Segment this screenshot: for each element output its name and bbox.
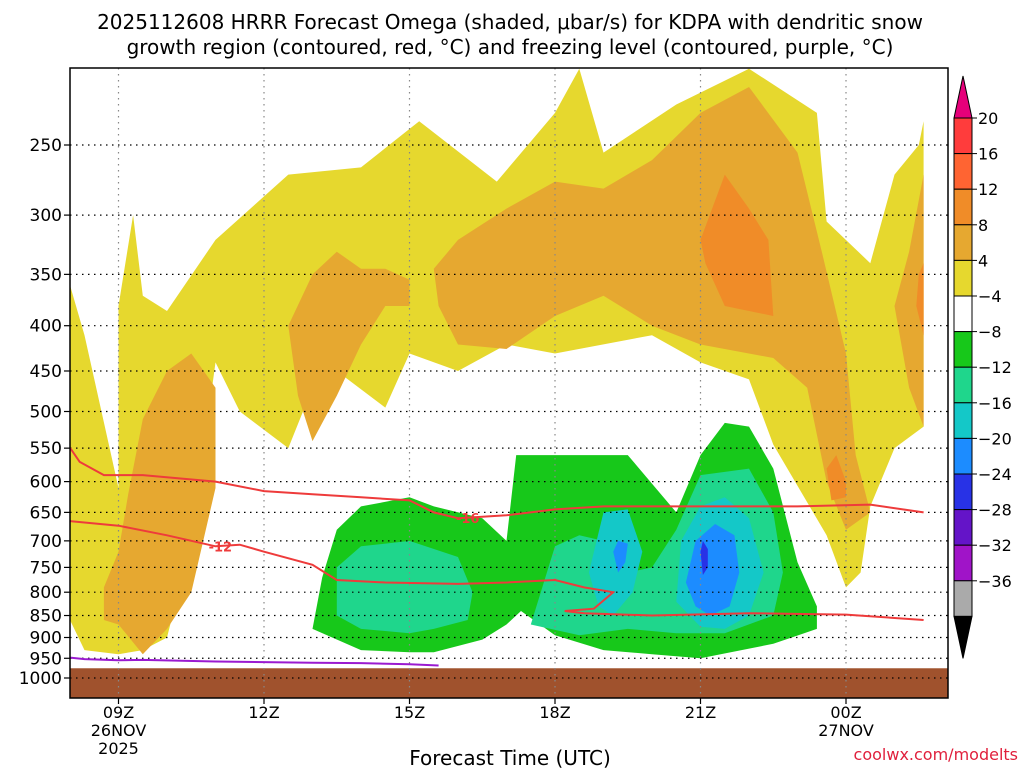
y-tick-label-250: 250 xyxy=(30,136,62,156)
colorbar-label-4: 4 xyxy=(978,251,988,270)
x-tick-label-09Z: 09Z xyxy=(103,703,134,722)
colorbar-label-1: 16 xyxy=(978,145,998,164)
colorbar-label-6: −8 xyxy=(978,323,1002,342)
x-tick-label-12Z: 12Z xyxy=(248,703,279,722)
y-tick-label-800: 800 xyxy=(30,583,62,603)
y-tick-label-350: 350 xyxy=(30,265,62,285)
red-contour-0 xyxy=(70,445,924,520)
colorbar-swatch-6 xyxy=(953,331,973,368)
y-tick-label-300: 300 xyxy=(30,206,62,226)
colorbar-swatch-4 xyxy=(953,259,973,297)
ground-fill xyxy=(70,668,948,698)
omega-region-13 xyxy=(613,540,628,573)
colorbar-swatch-5 xyxy=(953,295,973,333)
y-tick-label-750: 750 xyxy=(30,558,62,578)
red-contour-label-1: -12 xyxy=(209,540,233,555)
temperature-contours: -16 -12 xyxy=(70,445,924,667)
colorbar-label-0: 20 xyxy=(978,109,998,128)
colorbar-label-11: −28 xyxy=(978,501,1012,520)
y-tick-label-400: 400 xyxy=(30,317,62,337)
colorbar-swatch-1 xyxy=(953,153,973,190)
colorbar-label-5: −4 xyxy=(978,287,1002,306)
credit-text: coolwx.com/modelts xyxy=(854,745,1018,764)
omega-region-15 xyxy=(700,540,708,575)
x-axis-title: Forecast Time (UTC) xyxy=(409,746,611,768)
colorbar-top-arrow xyxy=(953,75,973,119)
colorbar-label-3: 8 xyxy=(978,216,988,235)
y-axis: 2503003504004505005506006507007508008509… xyxy=(19,136,70,689)
x-tick-year-09Z: 2025 xyxy=(98,739,139,758)
purple-contour-0 xyxy=(70,656,439,667)
y-tick-label-700: 700 xyxy=(30,532,62,552)
omega-region-5 xyxy=(700,174,774,316)
colorbar-swatch-7 xyxy=(953,366,973,404)
red-contour-label-0: -16 xyxy=(456,512,480,527)
omega-region-2 xyxy=(288,251,410,442)
y-tick-label-450: 450 xyxy=(30,362,62,382)
x-tick-label-21Z: 21Z xyxy=(685,703,716,722)
omega-region-1 xyxy=(103,353,216,655)
y-tick-label-900: 900 xyxy=(30,628,62,648)
omega-region-4 xyxy=(894,174,924,427)
x-tick-date-09Z: 26NOV xyxy=(91,721,147,740)
chart-title-line2: growth region (contoured, red, °C) and f… xyxy=(127,35,894,59)
x-tick-label-15Z: 15Z xyxy=(394,703,425,722)
y-tick-label-1000: 1000 xyxy=(19,669,62,689)
colorbar-label-2: 12 xyxy=(978,180,998,199)
grid-lines xyxy=(70,68,948,698)
colorbar-label-12: −32 xyxy=(978,536,1012,555)
colorbar-swatch-11 xyxy=(953,509,973,546)
ground-layer xyxy=(70,668,948,698)
colorbar-swatch-10 xyxy=(953,473,973,511)
y-tick-label-850: 850 xyxy=(30,607,62,627)
y-tick-label-600: 600 xyxy=(30,473,62,493)
omega-region-3 xyxy=(433,87,871,530)
red-contour-1 xyxy=(70,520,924,621)
colorbar-swatch-0 xyxy=(953,117,973,155)
omega-shading xyxy=(70,68,924,659)
y-tick-label-500: 500 xyxy=(30,403,62,423)
colorbar-swatch-8 xyxy=(953,402,973,439)
omega-region-14 xyxy=(685,524,740,616)
colorbar-bottom-arrow xyxy=(953,615,973,659)
colorbar-label-8: −16 xyxy=(978,394,1012,413)
x-tick-label-18Z: 18Z xyxy=(539,703,570,722)
omega-region-7 xyxy=(916,263,924,336)
colorbar-swatch-9 xyxy=(953,437,973,475)
x-tick-label-00Z: 00Z xyxy=(830,703,861,722)
omega-region-11 xyxy=(588,509,643,616)
x-tick-date-00Z: 27NOV xyxy=(818,721,874,740)
y-tick-label-550: 550 xyxy=(30,439,62,459)
colorbar-label-10: −24 xyxy=(978,465,1012,484)
colorbar-legend: 20 16 12 8 4 −4 −8 −12 −16 −20 −24 −28 −32 −36 xyxy=(953,75,1012,659)
colorbar-label-7: −12 xyxy=(978,358,1012,377)
colorbar-label-9: −20 xyxy=(978,429,1012,448)
omega-region-9 xyxy=(336,540,473,634)
colorbar-swatch-12 xyxy=(953,544,973,582)
omega-region-6 xyxy=(826,455,846,501)
colorbar-swatch-13 xyxy=(953,580,973,617)
colorbar-swatch-3 xyxy=(953,224,973,261)
plot-frame xyxy=(69,67,949,699)
chart-title-line1: 2025112608 HRRR Forecast Omega (shaded, … xyxy=(97,10,923,34)
colorbar-label-13: −36 xyxy=(978,572,1012,591)
colorbar-swatch-2 xyxy=(953,188,973,226)
y-tick-label-950: 950 xyxy=(30,649,62,669)
y-tick-label-650: 650 xyxy=(30,503,62,523)
